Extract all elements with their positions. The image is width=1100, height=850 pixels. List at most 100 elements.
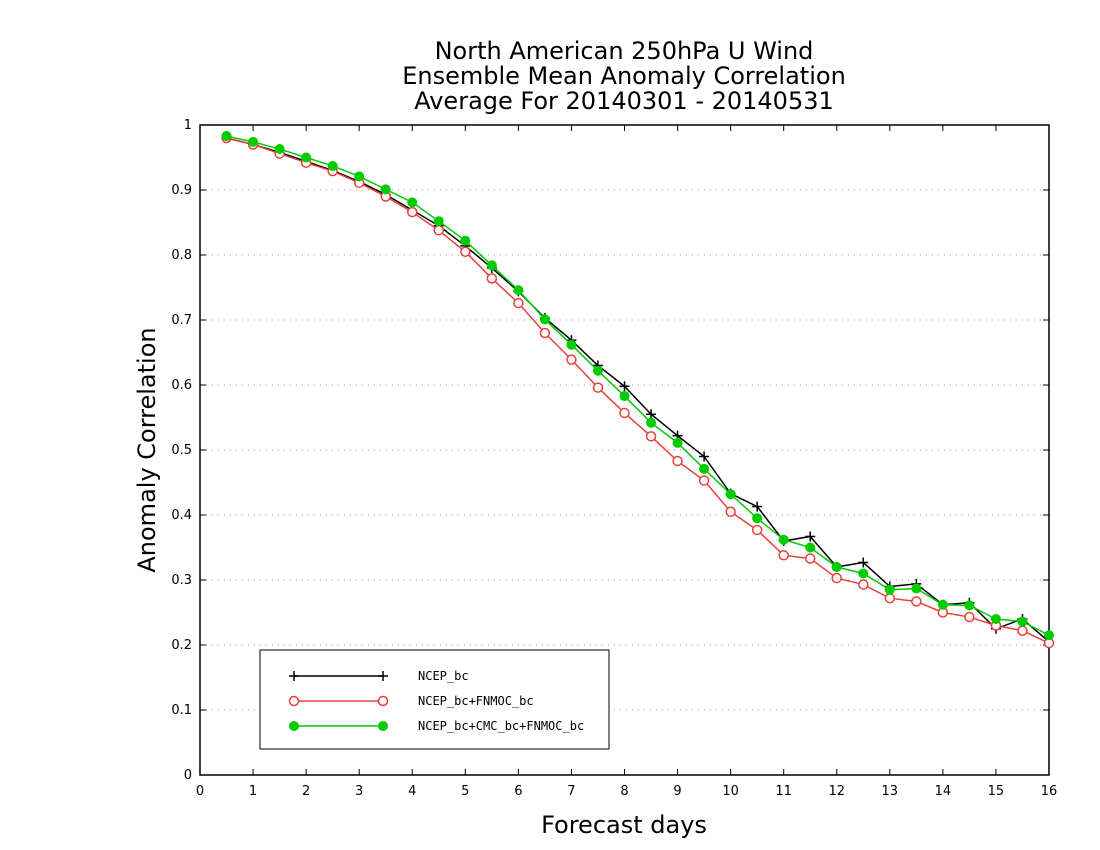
legend: NCEP_bc NCEP_bc+FNMOC_bc NCEP_bc+CMC_bc+FN… bbox=[259, 649, 610, 750]
series-2-point-17 bbox=[672, 437, 683, 448]
legend-marker-right-2 bbox=[378, 721, 388, 731]
series-2-point-18 bbox=[699, 463, 710, 474]
series-2-point-0 bbox=[221, 131, 232, 142]
legend-marker-left-1 bbox=[288, 695, 300, 707]
series-2-point-31 bbox=[1044, 630, 1054, 641]
series-2-point-13 bbox=[566, 339, 577, 350]
x-tick-label-10: 10 bbox=[722, 784, 739, 799]
series-1-point-20 bbox=[751, 524, 763, 536]
x-tick-label-1: 1 bbox=[249, 784, 257, 799]
grid-lines bbox=[200, 189, 1049, 711]
x-tick-label-12: 12 bbox=[828, 784, 845, 799]
series-2-point-5 bbox=[354, 171, 365, 182]
legend-item-2: NCEP_bc+CMC_bc+FNMOC_bc bbox=[289, 719, 584, 733]
y-tick-label-1: 0.1 bbox=[171, 703, 192, 718]
title-line-1: North American 250hPa U Wind bbox=[435, 37, 814, 65]
series-2-point-9 bbox=[460, 235, 471, 246]
series-2-point-2 bbox=[274, 144, 285, 155]
series-2-point-27 bbox=[937, 599, 948, 610]
series-1-point-10 bbox=[486, 273, 498, 284]
y-tick-label-6: 0.6 bbox=[171, 378, 192, 393]
series-1-point-21 bbox=[778, 550, 789, 561]
series-2-point-30 bbox=[1017, 616, 1028, 627]
legend-label-2: NCEP_bc+CMC_bc+FNMOC_bc bbox=[418, 719, 584, 733]
series-2-point-14 bbox=[592, 365, 603, 376]
series-line-1 bbox=[226, 137, 1050, 644]
y-tick-label-3: 0.3 bbox=[171, 573, 192, 588]
x-tick-label-6: 6 bbox=[514, 784, 522, 799]
series-2-point-21 bbox=[778, 534, 789, 545]
y-tick-label-8: 0.8 bbox=[171, 248, 192, 263]
legend-marker-left-0 bbox=[289, 671, 299, 681]
series-1-point-9 bbox=[460, 246, 471, 257]
series-1-point-15 bbox=[619, 407, 630, 419]
series-2-point-24 bbox=[858, 568, 869, 579]
series-1-point-26 bbox=[911, 596, 922, 607]
x-tick-label-7: 7 bbox=[567, 784, 575, 799]
y-tick-label-10: 1 bbox=[184, 118, 192, 133]
x-tick-label-2: 2 bbox=[302, 784, 310, 799]
series-2-point-20 bbox=[752, 513, 763, 524]
series-1-point-18 bbox=[698, 475, 710, 486]
series-1-point-13 bbox=[566, 354, 577, 365]
x-tick-label-16: 16 bbox=[1041, 784, 1058, 799]
series-1-point-24 bbox=[858, 579, 869, 590]
series-2-point-19 bbox=[725, 489, 736, 500]
series-2-point-11 bbox=[513, 285, 524, 296]
chart-title: North American 250hPa U Wind Ensemble Me… bbox=[402, 37, 846, 115]
series-line-0 bbox=[226, 137, 1050, 643]
plot-frame bbox=[199, 124, 1050, 776]
series-2-point-3 bbox=[301, 152, 312, 163]
series-line-2 bbox=[226, 135, 1050, 636]
series-1-point-7 bbox=[407, 206, 418, 218]
series-2-point-8 bbox=[433, 216, 444, 227]
series-1-point-8 bbox=[433, 225, 445, 236]
series-layer bbox=[221, 131, 1055, 649]
x-tick-label-11: 11 bbox=[775, 784, 792, 799]
series-2-point-15 bbox=[619, 391, 630, 402]
series-0-point-22 bbox=[805, 531, 816, 542]
x-tick-label-8: 8 bbox=[620, 784, 628, 799]
x-tick-label-0: 0 bbox=[196, 784, 204, 799]
title-line-2: Ensemble Mean Anomaly Correlation bbox=[402, 62, 846, 90]
legend-marker-left-2 bbox=[289, 721, 299, 731]
series-2-point-16 bbox=[646, 417, 657, 428]
series-2-point-25 bbox=[884, 584, 895, 595]
series-1-point-22 bbox=[804, 553, 816, 564]
series-2-point-23 bbox=[831, 562, 842, 572]
x-tick-label-14: 14 bbox=[935, 784, 952, 799]
series-2-point-12 bbox=[539, 314, 550, 325]
series-1-point-11 bbox=[513, 297, 524, 309]
series-1-point-19 bbox=[725, 506, 736, 517]
legend-item-1: NCEP_bc+FNMOC_bc bbox=[288, 694, 534, 708]
series-2 bbox=[221, 131, 1054, 641]
series-1-point-14 bbox=[592, 382, 604, 393]
title-line-3: Average For 20140301 - 20140531 bbox=[414, 87, 834, 115]
legend-label-1: NCEP_bc+FNMOC_bc bbox=[418, 694, 534, 708]
x-tick-label-4: 4 bbox=[408, 784, 416, 799]
series-1-point-23 bbox=[831, 572, 842, 584]
legend-marker-right-0 bbox=[378, 671, 388, 681]
series-2-point-29 bbox=[990, 614, 1001, 624]
series-1-point-25 bbox=[884, 592, 896, 604]
axis-ticks: 00.10.20.30.40.50.60.70.80.910 1 2 3 4 5 6 7 8 9 1… bbox=[171, 118, 1057, 799]
series-2-point-4 bbox=[327, 160, 338, 171]
series-1-point-16 bbox=[645, 431, 657, 442]
series-1-point-12 bbox=[539, 327, 551, 339]
series-0-point-20 bbox=[752, 501, 763, 512]
y-axis-label: Anomaly Correlation bbox=[133, 327, 161, 572]
series-0-point-24 bbox=[858, 557, 869, 568]
series-0-point-15 bbox=[619, 381, 630, 392]
series-2-point-22 bbox=[805, 542, 816, 553]
y-tick-label-7: 0.7 bbox=[171, 313, 192, 328]
series-1-point-28 bbox=[964, 611, 975, 623]
legend-box bbox=[259, 649, 610, 750]
y-tick-label-4: 0.4 bbox=[171, 508, 192, 523]
legend-label-0: NCEP_bc bbox=[418, 669, 469, 683]
series-0-point-16 bbox=[646, 409, 657, 420]
series-2-point-28 bbox=[964, 600, 975, 611]
series-1-point-17 bbox=[672, 455, 683, 467]
y-tick-label-0: 0 bbox=[184, 768, 192, 783]
series-0-point-18 bbox=[699, 451, 710, 462]
